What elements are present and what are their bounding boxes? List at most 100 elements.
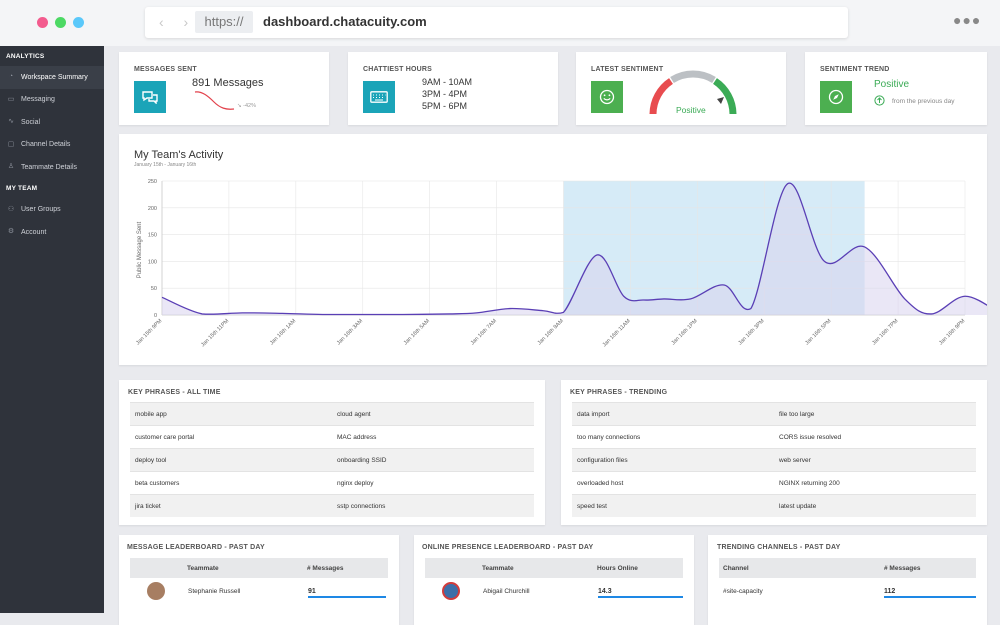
y-axis-label: Public Message Sent	[137, 221, 143, 278]
phrase-cell: web server	[779, 456, 811, 464]
sidebar: ANALYTICS ◔ Workspace Summary ▭ Messagin…	[0, 46, 104, 613]
chat-bubbles-icon	[134, 81, 166, 113]
url-scheme: https://	[195, 11, 253, 33]
phrase-cell: beta customers	[135, 479, 180, 487]
messages-sent-card: MESSAGES SENT 891 Messages ↘ -42%	[119, 52, 329, 125]
sidebar-item-label: Channel Details	[21, 141, 71, 149]
trending-channels-card: TRENDING CHANNELS - PAST DAY Channel # M…	[708, 535, 987, 625]
leaderboard-header: Teammate Hours Online	[425, 558, 683, 578]
value-cell: 91	[308, 581, 386, 601]
chart-title: My Team's Activity	[134, 149, 224, 161]
card-title: TRENDING CHANNELS - PAST DAY	[717, 544, 841, 551]
sidebar-item-label: Messaging	[21, 96, 55, 104]
phrase-cell: configuration files	[577, 456, 628, 464]
chart-subtitle: January 15th - January 16th	[134, 162, 197, 168]
phrase-cell: too many connections	[577, 433, 641, 441]
x-tick-label: Jan 16th 9PM	[938, 318, 967, 347]
table-row: beta customers nginx deploy	[130, 471, 534, 494]
close-window-dot[interactable]	[37, 17, 48, 28]
phrase-cell: deploy tool	[135, 456, 167, 464]
teammate-name: Stephanie Russell	[188, 587, 241, 595]
series-line	[161, 182, 987, 316]
messages-sent-delta: ↘ -42%	[237, 103, 256, 109]
column-header: Hours Online	[597, 564, 638, 572]
sentiment-trend-card: SENTIMENT TREND Positive from the previo…	[805, 52, 987, 125]
key-phrases-trending-card: KEY PHRASES - TRENDING data import file t…	[561, 380, 987, 525]
card-title: ONLINE PRESENCE LEADERBOARD - PAST DAY	[422, 544, 594, 551]
sidebar-item-messaging[interactable]: ▭ Messaging	[0, 89, 104, 112]
table-row[interactable]: Stephanie Russell 91	[130, 578, 388, 604]
value-cell: 112	[884, 581, 976, 601]
x-tick-label: Jan 16th 1PM	[671, 318, 700, 347]
sidebar-item-label: User Groups	[21, 206, 61, 214]
presence-leaderboard-card: ONLINE PRESENCE LEADERBOARD - PAST DAY T…	[414, 535, 694, 625]
minimize-window-dot[interactable]	[55, 17, 66, 28]
leaderboard-header: Teammate # Messages	[130, 558, 388, 578]
hours-online: 14.3	[598, 587, 612, 595]
table-row[interactable]: Abigail Churchill 14.3	[425, 578, 683, 604]
sidebar-item-workspace-summary[interactable]: ◔ Workspace Summary	[0, 66, 104, 89]
compass-icon	[820, 81, 852, 113]
sentiment-trend-value: Positive	[874, 79, 910, 90]
more-options-icon[interactable]: ●●●	[953, 12, 982, 28]
trend-icon: ∿	[8, 118, 14, 126]
x-tick-label: Jan 16th 7PM	[871, 318, 900, 347]
url-host: dashboard.chatacuity.com	[263, 14, 427, 29]
activity-chart: Public Message Sent 0 50 100 150 200 250 Jan 1…	[135, 179, 987, 348]
avatar	[442, 582, 460, 600]
phrase-cell: MAC address	[337, 433, 377, 441]
y-tick-label: 0	[154, 313, 157, 319]
phrase-cell: data import	[577, 410, 610, 418]
group-icon: ⚇	[7, 205, 15, 213]
messages-sent-value: 891 Messages	[192, 77, 264, 89]
table-row[interactable]: #site-capacity 112	[719, 578, 976, 604]
y-tick-label: 50	[151, 286, 157, 292]
card-title: KEY PHRASES - TRENDING	[570, 389, 668, 396]
column-header: Teammate	[187, 564, 219, 572]
phrase-cell: overloaded host	[577, 479, 624, 487]
team-activity-card: My Team's Activity January 15th - Januar…	[119, 134, 987, 365]
progress-bar	[598, 596, 683, 598]
y-tick-label: 150	[148, 233, 157, 239]
address-bar[interactable]: ‹ › https:// dashboard.chatacuity.com	[145, 7, 848, 38]
maximize-window-dot[interactable]	[73, 17, 84, 28]
sidebar-item-social[interactable]: ∿ Social	[0, 111, 104, 134]
phrase-cell: speed test	[577, 502, 607, 510]
teammate-name: Abigail Churchill	[483, 587, 530, 595]
sidebar-item-user-groups[interactable]: ⚇ User Groups	[0, 199, 104, 222]
phrase-cell: latest update	[779, 502, 817, 510]
chattiest-hour-3: 5PM - 6PM	[422, 101, 468, 111]
phrase-cell: NGINX returning 200	[779, 479, 840, 487]
card-title: SENTIMENT TREND	[820, 66, 890, 73]
progress-bar	[308, 596, 386, 598]
card-title: CHATTIEST HOURS	[363, 66, 432, 73]
gear-icon: ⚙	[7, 228, 15, 236]
sentiment-gauge-label: Positive	[676, 105, 706, 115]
sidebar-item-label: Workspace Summary	[21, 73, 88, 81]
column-header: Teammate	[482, 564, 514, 572]
x-tick-label: Jan 16th 1AM	[269, 318, 298, 347]
phrase-cell: customer care portal	[135, 433, 195, 441]
key-phrases-all-table: mobile app cloud agent customer care port…	[130, 402, 534, 517]
sidebar-item-teammate-details[interactable]: ♙ Teammate Details	[0, 156, 104, 179]
x-tick-label: Jan 16th 11AM	[602, 318, 632, 348]
smile-icon	[591, 81, 623, 113]
browser-chrome: ‹ › https:// dashboard.chatacuity.com ●●…	[0, 0, 1000, 46]
value-cell: 14.3	[598, 581, 683, 601]
phrase-cell: nginx deploy	[337, 479, 374, 487]
card-title: KEY PHRASES - ALL TIME	[128, 389, 221, 396]
table-row: too many connections CORS issue resolved	[572, 425, 976, 448]
message-count: 112	[884, 587, 896, 595]
avatar	[147, 582, 165, 600]
chattiest-hours-card: CHATTIEST HOURS 9AM - 10AM 3PM - 4PM 5PM…	[348, 52, 558, 125]
leaderboard-header: Channel # Messages	[719, 558, 976, 578]
table-row: configuration files web server	[572, 448, 976, 471]
x-tick-label: Jan 16th 9AM	[537, 318, 566, 347]
messages-sparkline	[194, 91, 235, 110]
sidebar-item-account[interactable]: ⚙ Account	[0, 221, 104, 244]
sentiment-gauge	[649, 70, 737, 115]
user-icon: ♙	[7, 163, 15, 171]
table-row: customer care portal MAC address	[130, 425, 534, 448]
nav-arrows-icon[interactable]: ‹ ›	[159, 14, 197, 30]
sidebar-item-channel-details[interactable]: ▢ Channel Details	[0, 134, 104, 157]
